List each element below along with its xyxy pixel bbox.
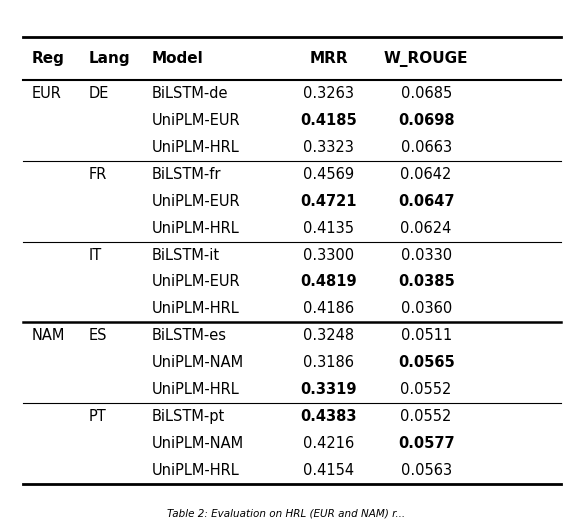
- Text: 0.3300: 0.3300: [303, 247, 355, 262]
- Text: UniPLM-HRL: UniPLM-HRL: [152, 463, 239, 478]
- Text: 0.4135: 0.4135: [303, 221, 355, 236]
- Text: 0.3319: 0.3319: [301, 383, 357, 397]
- Text: Model: Model: [152, 51, 203, 66]
- Text: 0.4721: 0.4721: [301, 194, 357, 209]
- Text: PT: PT: [89, 409, 106, 424]
- Text: 0.0565: 0.0565: [398, 355, 455, 370]
- Text: ES: ES: [89, 328, 107, 343]
- Text: MRR: MRR: [309, 51, 348, 66]
- Text: 0.0511: 0.0511: [400, 328, 452, 343]
- Text: 0.0624: 0.0624: [400, 221, 452, 236]
- Text: 0.0685: 0.0685: [400, 86, 452, 101]
- Text: 0.0563: 0.0563: [400, 463, 452, 478]
- Text: UniPLM-EUR: UniPLM-EUR: [152, 194, 240, 209]
- Text: W_ROUGE: W_ROUGE: [384, 51, 468, 66]
- Text: BiLSTM-es: BiLSTM-es: [152, 328, 227, 343]
- Text: 0.4154: 0.4154: [303, 463, 355, 478]
- Text: 0.0663: 0.0663: [400, 140, 452, 155]
- Text: 0.4569: 0.4569: [303, 167, 355, 181]
- Text: BiLSTM-pt: BiLSTM-pt: [152, 409, 225, 424]
- Text: 0.0642: 0.0642: [400, 167, 452, 181]
- Text: UniPLM-NAM: UniPLM-NAM: [152, 436, 244, 451]
- Text: 0.0385: 0.0385: [398, 275, 455, 289]
- Text: BiLSTM-de: BiLSTM-de: [152, 86, 228, 101]
- Text: 0.0552: 0.0552: [400, 409, 452, 424]
- Text: 0.4185: 0.4185: [300, 113, 358, 128]
- Text: 0.0360: 0.0360: [400, 302, 452, 317]
- Text: Lang: Lang: [89, 51, 130, 66]
- Text: UniPLM-NAM: UniPLM-NAM: [152, 355, 244, 370]
- Text: Reg: Reg: [31, 51, 64, 66]
- Text: 0.4186: 0.4186: [303, 302, 355, 317]
- Text: NAM: NAM: [31, 328, 65, 343]
- Text: 0.4383: 0.4383: [301, 409, 357, 424]
- Text: IT: IT: [89, 247, 102, 262]
- Text: UniPLM-HRL: UniPLM-HRL: [152, 221, 239, 236]
- Text: 0.3248: 0.3248: [303, 328, 355, 343]
- Text: 0.3323: 0.3323: [304, 140, 354, 155]
- Text: 0.0577: 0.0577: [398, 436, 454, 451]
- Text: 0.4216: 0.4216: [303, 436, 355, 451]
- Text: EUR: EUR: [31, 86, 61, 101]
- Text: UniPLM-HRL: UniPLM-HRL: [152, 140, 239, 155]
- Text: DE: DE: [89, 86, 109, 101]
- Text: 0.3186: 0.3186: [303, 355, 355, 370]
- Text: UniPLM-HRL: UniPLM-HRL: [152, 302, 239, 317]
- Text: 0.4819: 0.4819: [301, 275, 357, 289]
- Text: UniPLM-HRL: UniPLM-HRL: [152, 383, 239, 397]
- Text: UniPLM-EUR: UniPLM-EUR: [152, 275, 240, 289]
- Text: 0.0647: 0.0647: [398, 194, 454, 209]
- Text: 0.0552: 0.0552: [400, 383, 452, 397]
- Text: Table 2: Evaluation on HRL (EUR and NAM) r...: Table 2: Evaluation on HRL (EUR and NAM)…: [167, 509, 405, 519]
- Text: UniPLM-EUR: UniPLM-EUR: [152, 113, 240, 128]
- Text: FR: FR: [89, 167, 107, 181]
- Text: 0.3263: 0.3263: [303, 86, 355, 101]
- Text: BiLSTM-fr: BiLSTM-fr: [152, 167, 221, 181]
- Text: 0.0698: 0.0698: [398, 113, 454, 128]
- Text: BiLSTM-it: BiLSTM-it: [152, 247, 220, 262]
- Text: 0.0330: 0.0330: [400, 247, 452, 262]
